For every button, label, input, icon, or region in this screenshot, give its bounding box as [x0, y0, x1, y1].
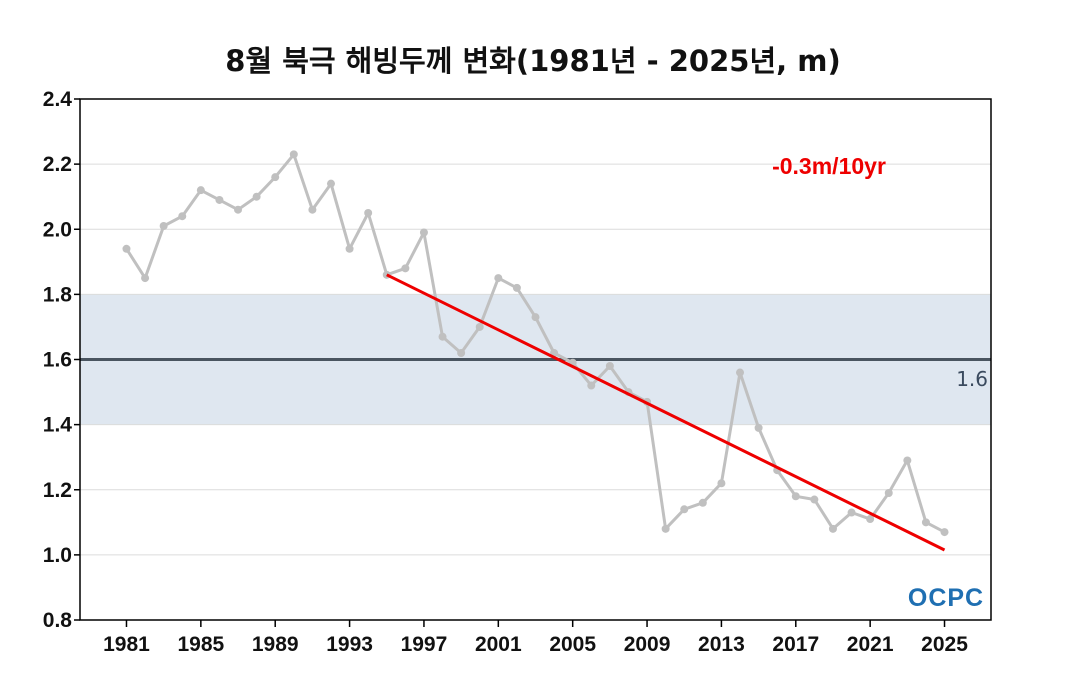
- data-point: [326, 179, 335, 188]
- data-point: [884, 489, 893, 498]
- data-point: [215, 195, 224, 204]
- data-point: [438, 332, 447, 341]
- x-tick-label: 1997: [401, 633, 448, 656]
- data-point: [866, 515, 875, 524]
- y-tick-label: 1.2: [43, 479, 72, 502]
- chart-title: 8월 북극 해빙두께 변화(1981년 - 2025년, m): [225, 44, 840, 78]
- data-point: [457, 348, 466, 357]
- plot-area: 0.8 1.0 1.2 1.4 1.6 1.8 2.0 2.2 2.4 1981 1985 1989 1…: [43, 88, 992, 656]
- x-tick-label: 2025: [921, 633, 968, 656]
- data-point: [661, 524, 670, 533]
- x-tick-label: 1993: [326, 633, 373, 656]
- y-tick-label: 1.4: [43, 414, 73, 437]
- data-point: [512, 283, 521, 292]
- data-point: [791, 492, 800, 501]
- x-tick-label: 2001: [475, 633, 522, 656]
- data-point: [680, 505, 689, 514]
- data-point: [252, 192, 261, 201]
- data-point: [940, 528, 949, 537]
- data-point: [475, 322, 484, 331]
- data-point: [234, 205, 243, 214]
- data-point: [196, 186, 205, 195]
- data-point: [847, 508, 856, 517]
- data-point: [364, 208, 373, 217]
- data-point: [531, 313, 540, 322]
- data-point: [828, 524, 837, 533]
- x-tick-label: 2017: [772, 633, 819, 656]
- y-tick-label: 1.8: [43, 283, 73, 306]
- y-tick-label: 0.8: [43, 609, 73, 632]
- x-tick-label: 1985: [177, 633, 224, 656]
- ocpc-logo: OCPC: [908, 584, 984, 612]
- y-tick-label: 1.0: [43, 544, 72, 567]
- data-point: [605, 362, 614, 371]
- trend-line: [386, 273, 946, 552]
- data-point: [308, 205, 317, 214]
- data-point: [141, 274, 150, 283]
- reference-value-label: 1.6: [956, 367, 988, 391]
- data-point: [419, 228, 428, 237]
- x-tick-label: 1981: [103, 633, 150, 656]
- data-point: [587, 381, 596, 390]
- x-tick-label: 1989: [252, 633, 299, 656]
- data-point: [717, 479, 726, 488]
- data-point: [921, 518, 930, 527]
- x-tick-label: 2009: [624, 633, 671, 656]
- x-tick-label: 2005: [549, 633, 596, 656]
- data-point: [494, 274, 503, 283]
- data-point: [122, 244, 131, 253]
- data-point: [698, 498, 707, 507]
- data-point: [754, 423, 763, 432]
- x-tick-label: 2021: [847, 633, 894, 656]
- data-point: [289, 150, 298, 159]
- y-tick-label: 2.2: [43, 153, 72, 176]
- data-point: [736, 368, 745, 377]
- y-tick-label: 2.0: [43, 218, 72, 241]
- data-point: [903, 456, 912, 465]
- data-point: [810, 495, 819, 504]
- data-point: [401, 264, 410, 273]
- data-point: [345, 244, 354, 253]
- data-point: [159, 221, 168, 230]
- data-point: [271, 173, 280, 182]
- x-tick-label: 2013: [698, 633, 745, 656]
- data-point: [178, 212, 187, 221]
- trend-rate-label: -0.3m/10yr: [772, 153, 886, 179]
- y-tick-label: 2.4: [43, 88, 73, 111]
- y-tick-label: 1.6: [43, 349, 72, 372]
